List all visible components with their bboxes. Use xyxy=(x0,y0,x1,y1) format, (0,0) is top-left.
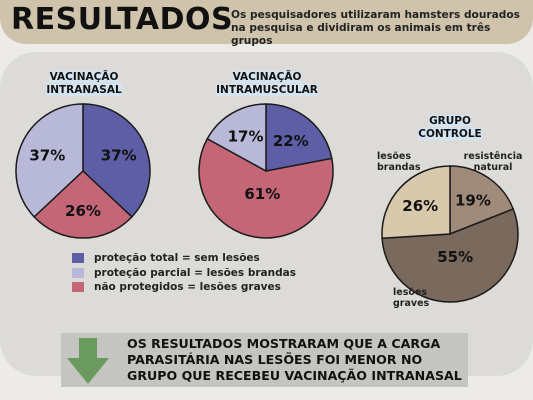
pie-label-intramuscular-graves: 61% xyxy=(244,185,280,203)
chart-title-controle-line1: GRUPO xyxy=(429,115,471,127)
legend: proteção total = sem lesões proteção par… xyxy=(72,251,296,295)
pie-label-intranasal-graves: 26% xyxy=(65,202,101,220)
legend-label-graves: não protegidos = lesões graves xyxy=(94,281,281,294)
legend-item-total: proteção total = sem lesões xyxy=(72,251,296,266)
legend-label-total: proteção total = sem lesões xyxy=(94,252,260,265)
note-lesoes-brandas: lesões brandas xyxy=(377,151,421,173)
chart-title-controle-line2: CONTROLE xyxy=(418,128,482,140)
note-resistencia-line2: natural xyxy=(473,162,513,173)
legend-item-parcial: proteção parcial = lesões brandas xyxy=(72,266,296,281)
header-bar: RESULTADOS Os pesquisadores utilizaram h… xyxy=(0,0,533,47)
pie-label-intranasal-parcial: 37% xyxy=(29,147,65,165)
pie-label-controle-brandas: 26% xyxy=(402,197,438,215)
note-lesoes-graves-line1: lesões xyxy=(393,287,427,298)
note-lesoes-brandas-line1: lesões xyxy=(377,151,411,162)
pie-slice-intranasal-total xyxy=(82,103,151,218)
down-arrow-icon xyxy=(67,338,109,384)
legend-item-graves: não protegidos = lesões graves xyxy=(72,280,296,295)
legend-swatch-parcial xyxy=(72,267,84,278)
note-lesoes-graves-line2: graves xyxy=(393,298,430,309)
pie-slice-intranasal-graves xyxy=(33,169,133,239)
chart-title-intranasal: VACINAÇÃO INTRANASAL xyxy=(32,71,136,97)
note-lesoes-brandas-line2: brandas xyxy=(377,162,421,173)
chart-title-intramuscular: VACINAÇÃO INTRAMUSCULAR xyxy=(205,71,329,97)
pie-slice-intramuscular-graves xyxy=(198,137,334,239)
chart-title-intramuscular-line2: INTRAMUSCULAR xyxy=(216,84,318,96)
chart-title-controle: GRUPO CONTROLE xyxy=(403,115,497,141)
chart-title-intramuscular-line1: VACINAÇÃO xyxy=(232,71,302,83)
legend-swatch-total xyxy=(72,253,84,264)
pie-label-controle-resistencia: 19% xyxy=(455,191,491,209)
legend-swatch-graves xyxy=(72,282,84,293)
chart-title-intranasal-line1: VACINAÇÃO xyxy=(49,71,119,83)
pie-label-controle-graves: 55% xyxy=(437,248,473,266)
pie-slice-intramuscular-parcial xyxy=(206,103,267,173)
note-lesoes-graves: lesões graves xyxy=(393,287,429,309)
legend-label-parcial: proteção parcial = lesões brandas xyxy=(94,266,296,279)
pie-slice-intranasal-parcial xyxy=(15,103,84,218)
page-title: RESULTADOS xyxy=(11,2,234,37)
pie-label-intramuscular-parcial: 17% xyxy=(228,127,264,145)
pie-label-intramuscular-total: 22% xyxy=(273,132,309,150)
conclusion-line2: PARASITÁRIA NAS LESÕES FOI MENOR NO xyxy=(127,352,423,367)
conclusion-line3: GRUPO QUE RECEBEU VACINAÇÃO INTRANASAL xyxy=(127,368,462,383)
page-subtitle: Os pesquisadores utilizaram hamsters dou… xyxy=(231,9,520,47)
note-resistencia-line1: resistência xyxy=(463,151,523,162)
pie-slice-controle-resistencia xyxy=(449,165,515,236)
pie-slice-intramuscular-total xyxy=(265,103,333,172)
conclusion-line1: OS RESULTADOS MOSTRARAM QUE A CARGA xyxy=(127,336,441,351)
conclusion-text: OS RESULTADOS MOSTRARAM QUE A CARGA PARA… xyxy=(127,336,467,384)
pie-label-intranasal-total: 37% xyxy=(101,147,137,165)
pie-slice-controle-graves xyxy=(381,207,519,303)
chart-title-intranasal-line2: INTRANASAL xyxy=(46,84,122,96)
pie-slice-controle-brandas xyxy=(381,165,451,240)
conclusion-banner: OS RESULTADOS MOSTRARAM QUE A CARGA PARA… xyxy=(61,333,468,387)
note-resistencia-natural: resistência natural xyxy=(461,151,525,173)
